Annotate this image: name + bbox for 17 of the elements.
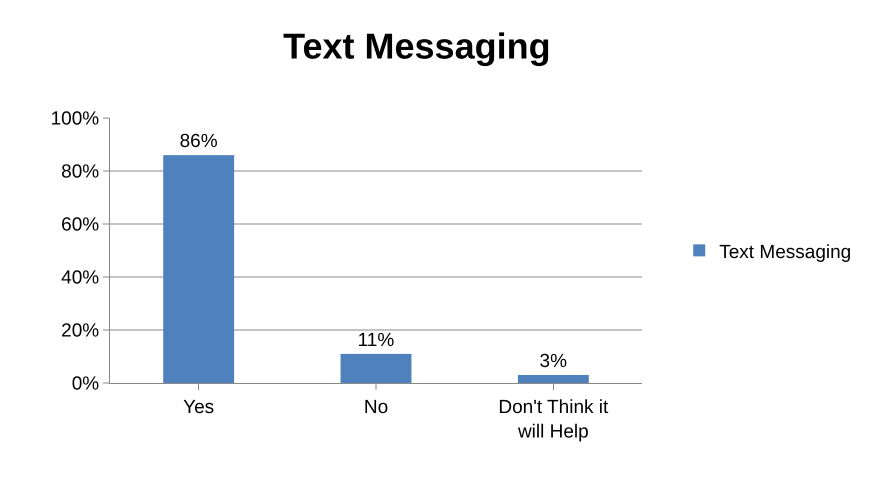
- y-tick-label: 0%: [72, 374, 100, 395]
- y-tick-label: 80%: [61, 162, 100, 183]
- legend-label: Text Messaging: [719, 242, 852, 263]
- y-tick-label: 20%: [61, 320, 100, 342]
- y-tick-label: 100%: [50, 108, 100, 130]
- bar: [163, 155, 234, 383]
- chart-title: Text Messaging: [283, 26, 551, 67]
- bar: [340, 354, 412, 383]
- bar: [518, 375, 589, 383]
- data-label: 86%: [180, 131, 218, 152]
- data-label: 3%: [540, 351, 568, 372]
- x-tick-label: Don't Think it will Help: [498, 396, 610, 442]
- x-tick-label: No: [364, 396, 388, 418]
- y-tick-label: 40%: [61, 268, 100, 289]
- x-tick-label: Yes: [183, 396, 214, 418]
- data-label: 11%: [358, 330, 394, 351]
- y-tick-label: 60%: [61, 214, 100, 236]
